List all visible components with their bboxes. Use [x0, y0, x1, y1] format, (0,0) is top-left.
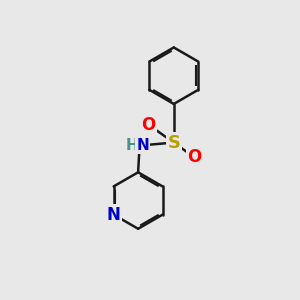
Text: S: S [167, 134, 180, 152]
Text: H: H [126, 138, 139, 153]
Text: N: N [136, 138, 149, 153]
Text: O: O [141, 116, 156, 134]
Text: O: O [188, 148, 202, 166]
Text: N: N [107, 206, 121, 224]
